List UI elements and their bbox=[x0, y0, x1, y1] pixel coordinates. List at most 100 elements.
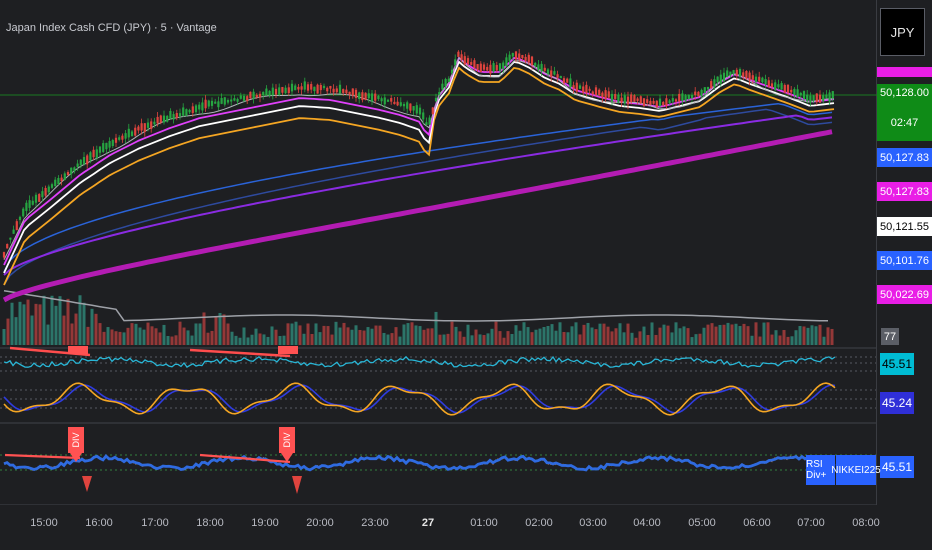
volume-bar bbox=[766, 322, 770, 345]
candle-body bbox=[562, 78, 566, 84]
indicator-tag: NIKKEI225 bbox=[831, 455, 881, 485]
volume-value-label: 77 bbox=[881, 328, 899, 345]
candle-body bbox=[793, 88, 796, 95]
candle-body bbox=[351, 88, 354, 96]
candle-body bbox=[377, 95, 380, 100]
candle-body bbox=[511, 52, 514, 57]
candle-body bbox=[290, 83, 294, 92]
candle-body bbox=[697, 91, 700, 97]
volume-bar bbox=[586, 322, 590, 345]
ema-pink-line bbox=[3, 56, 835, 266]
volume-bar bbox=[734, 323, 738, 345]
volume-bar bbox=[110, 329, 114, 345]
volume-bar bbox=[718, 324, 722, 345]
price-label: 50,022.69 bbox=[877, 285, 932, 304]
candle-body bbox=[505, 57, 508, 67]
candle-body bbox=[710, 81, 713, 89]
candle-body bbox=[578, 85, 582, 89]
divergence-arrow bbox=[82, 476, 92, 492]
volume-bar bbox=[170, 336, 174, 345]
candle-body bbox=[569, 78, 572, 88]
divergence-marker bbox=[278, 346, 298, 354]
time-axis-label: 16:00 bbox=[85, 517, 113, 529]
volume-bar bbox=[186, 330, 190, 345]
candle-body bbox=[12, 229, 15, 234]
candle-body bbox=[566, 78, 569, 83]
candle-body bbox=[658, 98, 662, 106]
volume-bar bbox=[654, 334, 658, 345]
volume-bar bbox=[618, 323, 622, 345]
volume-bar bbox=[814, 326, 818, 345]
candle-body bbox=[690, 94, 694, 99]
candle-body bbox=[233, 98, 236, 101]
candle-body bbox=[393, 101, 396, 105]
volume-bar bbox=[594, 329, 598, 345]
volume-bar bbox=[34, 303, 38, 345]
volume-bar bbox=[590, 327, 594, 345]
candle-body bbox=[316, 84, 319, 94]
candle-body bbox=[626, 96, 630, 105]
rsi-div-line bbox=[3, 454, 836, 472]
candle-body bbox=[76, 163, 79, 167]
volume-bar bbox=[334, 321, 338, 345]
volume-bar bbox=[510, 334, 514, 345]
volume-bar bbox=[326, 326, 330, 345]
candle-body bbox=[524, 56, 527, 61]
volume-bar bbox=[670, 332, 674, 345]
candle-body bbox=[297, 86, 300, 90]
candle-body bbox=[489, 64, 492, 74]
volume-bar bbox=[182, 327, 186, 345]
volume-bar bbox=[822, 336, 826, 345]
panel-separator bbox=[0, 347, 877, 349]
candle-body bbox=[767, 80, 770, 87]
candle-body bbox=[54, 179, 57, 187]
volume-bar bbox=[498, 331, 502, 345]
volume-bar bbox=[74, 313, 78, 345]
div-marker-label: DIV bbox=[282, 432, 292, 447]
volume-bar bbox=[2, 328, 6, 345]
volume-bar bbox=[786, 336, 790, 345]
price-axis-border bbox=[876, 0, 877, 505]
volume-bar bbox=[790, 336, 794, 345]
div-marker-box bbox=[279, 427, 295, 453]
volume-bar bbox=[230, 331, 234, 345]
candle-body bbox=[313, 86, 316, 92]
candle-body bbox=[66, 172, 70, 176]
divergence-arrow bbox=[292, 476, 302, 494]
time-axis-label: 02:00 bbox=[525, 517, 553, 529]
price-label: 50,128.00 bbox=[877, 84, 932, 120]
ema-long-line bbox=[2, 129, 833, 303]
candle-body bbox=[582, 86, 585, 93]
candle-body bbox=[598, 89, 601, 96]
candle-body bbox=[162, 115, 166, 123]
volume-bar bbox=[266, 336, 270, 345]
time-axis-label: 15:00 bbox=[30, 517, 58, 529]
volume-bar bbox=[774, 330, 778, 345]
currency-selector[interactable]: JPY bbox=[880, 8, 925, 56]
candle-body bbox=[492, 63, 495, 72]
candle-body bbox=[678, 93, 681, 102]
volume-bar bbox=[454, 326, 458, 345]
volume-bar bbox=[634, 337, 638, 345]
candle-body bbox=[409, 103, 412, 111]
candle-body bbox=[498, 63, 502, 71]
candle-body bbox=[665, 98, 668, 107]
volume-bar bbox=[630, 332, 634, 345]
candle-body bbox=[22, 208, 25, 217]
candle-body bbox=[585, 84, 588, 94]
volume-bar bbox=[686, 328, 690, 345]
candle-body bbox=[550, 70, 553, 77]
candle-body bbox=[460, 54, 463, 60]
candle-body bbox=[764, 78, 767, 85]
time-axis-label: 07:00 bbox=[797, 517, 825, 529]
volume-bar bbox=[826, 327, 830, 345]
volume-bar bbox=[598, 323, 602, 345]
volume-bar bbox=[30, 315, 34, 345]
candle-body bbox=[41, 191, 44, 198]
candle-body bbox=[217, 101, 220, 108]
panel-separator bbox=[0, 422, 877, 424]
volume-bar bbox=[558, 322, 562, 345]
volume-bar bbox=[474, 329, 478, 345]
candle-body bbox=[559, 75, 562, 79]
